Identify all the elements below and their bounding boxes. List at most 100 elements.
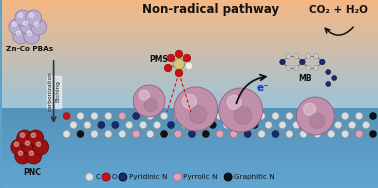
Circle shape	[164, 64, 172, 72]
Circle shape	[244, 112, 251, 120]
Text: carbonization: carbonization	[48, 71, 53, 111]
Circle shape	[314, 130, 321, 137]
Circle shape	[14, 142, 19, 146]
Circle shape	[258, 130, 265, 137]
Circle shape	[286, 54, 291, 58]
Circle shape	[15, 10, 31, 26]
Circle shape	[328, 130, 335, 137]
Circle shape	[342, 130, 349, 137]
Text: e⁻: e⁻	[256, 83, 269, 93]
Circle shape	[119, 112, 126, 120]
Circle shape	[31, 19, 46, 35]
Circle shape	[286, 112, 293, 120]
Circle shape	[189, 106, 207, 123]
Circle shape	[223, 121, 230, 129]
Circle shape	[175, 130, 181, 137]
Circle shape	[91, 112, 98, 120]
Circle shape	[181, 121, 189, 129]
Circle shape	[77, 112, 84, 120]
Text: Graphitic N: Graphitic N	[234, 174, 275, 180]
Circle shape	[27, 31, 32, 36]
Text: Pyridinic N: Pyridinic N	[129, 174, 167, 180]
Circle shape	[9, 19, 25, 35]
Circle shape	[294, 65, 299, 70]
Circle shape	[175, 112, 181, 120]
Circle shape	[84, 121, 91, 129]
Circle shape	[26, 148, 42, 164]
Circle shape	[174, 173, 181, 181]
Circle shape	[139, 90, 149, 101]
Circle shape	[195, 121, 202, 129]
Circle shape	[28, 130, 43, 146]
Circle shape	[183, 54, 191, 62]
Circle shape	[133, 130, 140, 137]
Circle shape	[161, 130, 167, 137]
Circle shape	[112, 121, 119, 129]
Circle shape	[85, 173, 93, 181]
Circle shape	[356, 112, 363, 120]
Circle shape	[133, 85, 165, 117]
Circle shape	[300, 59, 305, 64]
Circle shape	[33, 139, 49, 155]
Circle shape	[320, 59, 325, 64]
Circle shape	[363, 121, 370, 129]
Circle shape	[185, 62, 193, 70]
Text: C: C	[95, 174, 101, 180]
Circle shape	[304, 103, 316, 115]
Circle shape	[294, 54, 299, 58]
Text: Pyrrolic N: Pyrrolic N	[183, 174, 218, 180]
Circle shape	[300, 130, 307, 137]
Circle shape	[26, 10, 42, 26]
Circle shape	[167, 121, 175, 129]
Circle shape	[63, 130, 70, 137]
FancyBboxPatch shape	[46, 76, 60, 108]
Circle shape	[147, 130, 153, 137]
Circle shape	[77, 130, 84, 137]
Circle shape	[11, 139, 27, 155]
Circle shape	[182, 94, 196, 108]
Circle shape	[237, 121, 244, 129]
Circle shape	[307, 121, 314, 129]
Circle shape	[306, 65, 311, 70]
Circle shape	[310, 113, 325, 128]
Text: Zn-Co PBAs: Zn-Co PBAs	[6, 46, 53, 52]
Text: CO₂ + H₂O: CO₂ + H₂O	[309, 5, 368, 15]
Circle shape	[280, 59, 285, 64]
Circle shape	[63, 112, 70, 120]
Text: O: O	[112, 174, 118, 180]
Circle shape	[370, 130, 376, 137]
Circle shape	[272, 130, 279, 137]
Circle shape	[370, 112, 376, 120]
Text: Etching: Etching	[55, 80, 60, 102]
Circle shape	[286, 65, 291, 70]
Circle shape	[326, 70, 331, 74]
Circle shape	[224, 173, 232, 181]
Circle shape	[293, 121, 300, 129]
Circle shape	[140, 121, 147, 129]
Circle shape	[18, 151, 23, 155]
Circle shape	[216, 130, 223, 137]
Circle shape	[230, 130, 237, 137]
Circle shape	[202, 130, 209, 137]
Circle shape	[119, 130, 126, 137]
Circle shape	[119, 173, 127, 181]
Circle shape	[147, 112, 153, 120]
Text: MB: MB	[299, 74, 312, 83]
Circle shape	[227, 95, 241, 109]
Circle shape	[175, 69, 183, 77]
Circle shape	[34, 22, 39, 27]
Circle shape	[258, 112, 265, 120]
Circle shape	[12, 22, 17, 27]
Circle shape	[167, 54, 175, 62]
Circle shape	[98, 121, 105, 129]
Circle shape	[314, 54, 319, 58]
Circle shape	[286, 130, 293, 137]
Text: PNC: PNC	[23, 168, 41, 177]
Circle shape	[280, 59, 285, 65]
Circle shape	[24, 28, 40, 44]
Circle shape	[230, 112, 237, 120]
Circle shape	[326, 82, 331, 86]
Circle shape	[20, 133, 25, 137]
Circle shape	[219, 88, 263, 132]
Circle shape	[175, 50, 183, 58]
